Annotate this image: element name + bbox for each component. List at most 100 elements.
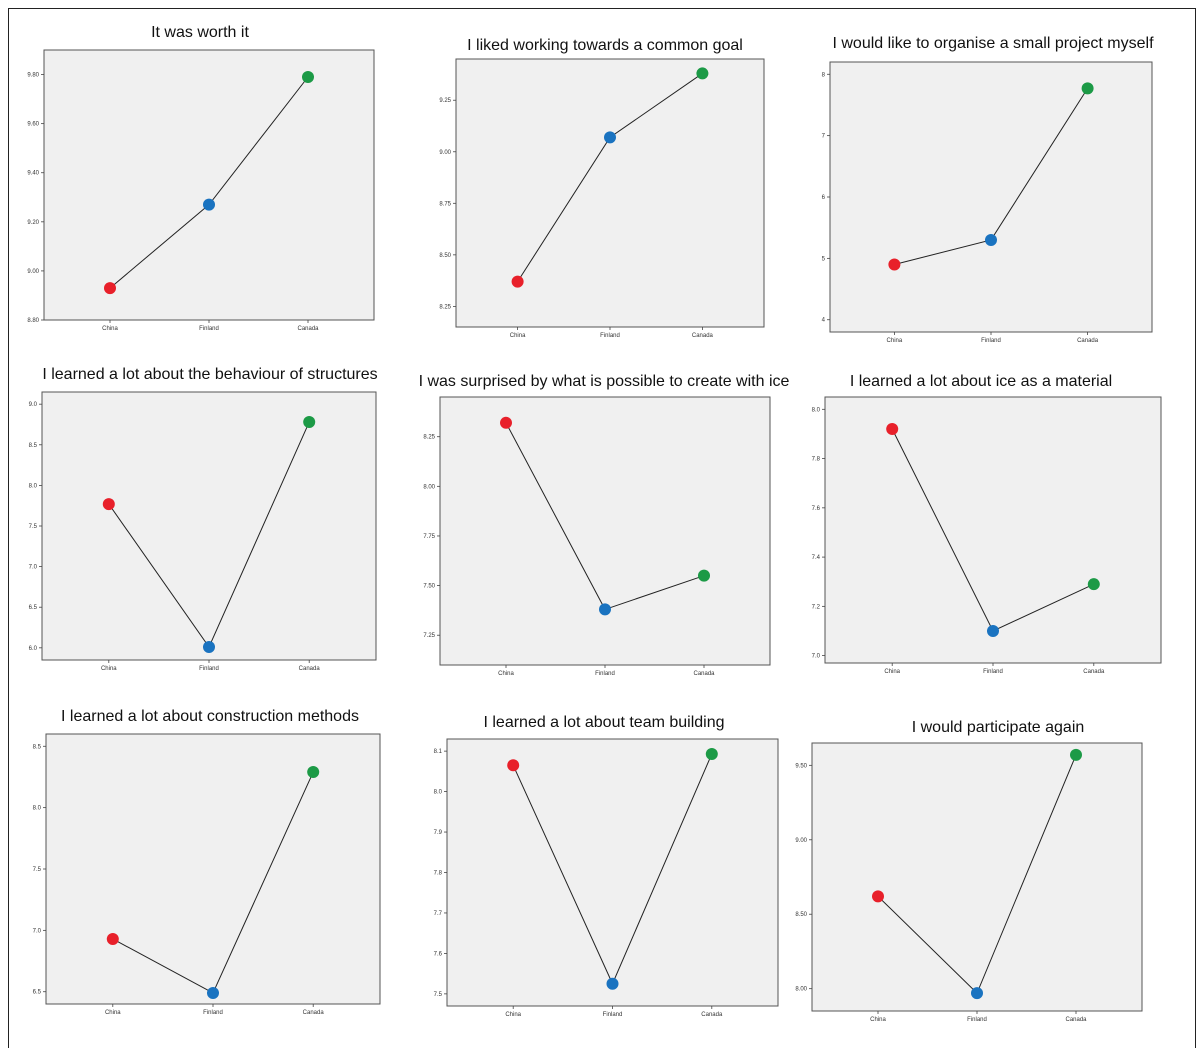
point-china	[104, 282, 116, 295]
x-tick-label: Finland	[981, 338, 1001, 344]
y-tick-label: 7.4	[812, 555, 821, 561]
y-tick-label: 8	[822, 72, 826, 78]
y-tick-label: 8.0	[33, 806, 42, 812]
y-tick-label: 8.00	[423, 484, 435, 490]
x-tick-label: China	[102, 326, 118, 332]
y-tick-label: 9.00	[27, 269, 39, 275]
y-tick-label: 7.7	[434, 911, 443, 917]
x-tick-label: Finland	[600, 333, 620, 339]
x-tick-label: Finland	[595, 671, 615, 677]
x-tick-label: Finland	[199, 666, 219, 672]
y-tick-label: 8.0	[812, 407, 821, 413]
y-tick-label: 8.75	[439, 201, 451, 207]
point-china	[500, 416, 512, 429]
y-tick-label: 5	[822, 256, 826, 262]
point-china	[511, 275, 524, 288]
point-canada	[1070, 748, 1082, 761]
chart-title: I learned a lot about the behaviour of s…	[42, 366, 377, 383]
point-china	[102, 498, 115, 511]
plot-area	[43, 49, 375, 321]
chart-title: I learned a lot about construction metho…	[61, 708, 359, 725]
point-canada	[698, 569, 710, 582]
y-tick-label: 7.50	[423, 584, 435, 590]
point-finland	[599, 603, 611, 616]
plot-area	[829, 61, 1153, 333]
x-tick-label: China	[510, 333, 526, 339]
chart-title: It was worth it	[151, 24, 249, 41]
y-tick-label: 8.25	[439, 304, 451, 310]
plot-area	[824, 396, 1162, 664]
point-canada	[705, 747, 718, 760]
x-tick-label: Finland	[983, 669, 1003, 675]
x-tick-label: Finland	[199, 326, 219, 332]
y-tick-label: 7.5	[33, 867, 42, 873]
chart-title: I learned a lot about team building	[483, 714, 724, 731]
x-tick-label: Canada	[692, 333, 714, 339]
y-tick-label: 9.25	[439, 98, 451, 104]
x-tick-label: Canada	[299, 666, 321, 672]
chart-title: I was surprised by what is possible to c…	[419, 373, 790, 390]
x-tick-label: Canada	[693, 671, 715, 677]
point-finland	[207, 986, 219, 999]
y-tick-label: 7.25	[423, 633, 435, 639]
y-tick-label: 8.0	[29, 483, 38, 489]
plot-area	[439, 396, 771, 666]
y-tick-label: 7.0	[33, 928, 42, 934]
y-tick-label: 7.6	[434, 951, 443, 957]
x-tick-label: China	[884, 669, 900, 675]
y-tick-label: 9.0	[29, 402, 38, 408]
x-tick-label: Finland	[967, 1017, 987, 1023]
point-finland	[604, 131, 616, 144]
point-china	[872, 890, 884, 903]
point-canada	[1081, 82, 1094, 95]
x-tick-label: China	[870, 1017, 886, 1023]
y-tick-label: 9.80	[27, 73, 39, 79]
chart-title: I learned a lot about ice as a material	[850, 373, 1112, 390]
point-canada	[696, 67, 709, 80]
point-canada	[303, 416, 316, 429]
y-tick-label: 8.25	[423, 435, 435, 441]
y-tick-label: 9.60	[27, 122, 39, 128]
point-canada	[307, 766, 320, 779]
chart-title: I would like to organise a small project…	[832, 35, 1154, 52]
y-tick-label: 9.50	[795, 763, 807, 769]
plot-area	[446, 738, 779, 1007]
plot-area	[811, 742, 1143, 1012]
plot-area	[45, 733, 381, 1005]
point-china	[888, 258, 901, 271]
y-tick-label: 8.80	[27, 318, 39, 324]
x-tick-label: Finland	[203, 1010, 223, 1016]
x-tick-label: China	[887, 338, 903, 344]
x-tick-label: Canada	[1077, 338, 1099, 344]
y-tick-label: 7.8	[434, 871, 443, 877]
y-tick-label: 6	[822, 195, 826, 201]
x-tick-label: Finland	[603, 1012, 623, 1018]
y-tick-label: 8.0	[434, 790, 443, 796]
y-tick-label: 7.2	[812, 604, 821, 610]
point-canada	[302, 71, 314, 83]
y-tick-label: 8.00	[795, 987, 807, 993]
point-china	[507, 759, 520, 772]
x-tick-label: Canada	[701, 1012, 723, 1018]
figure-frame	[8, 8, 1196, 1048]
y-tick-label: 7.9	[434, 830, 443, 836]
y-tick-label: 9.40	[27, 171, 39, 177]
x-tick-label: Canada	[297, 326, 319, 332]
point-finland	[606, 977, 619, 990]
point-finland	[203, 198, 215, 211]
y-tick-label: 7	[822, 134, 826, 140]
point-finland	[971, 987, 983, 1000]
y-tick-label: 6.5	[33, 990, 42, 996]
chart-title: I would participate again	[912, 719, 1085, 736]
point-finland	[987, 624, 999, 637]
y-tick-label: 8.5	[33, 744, 42, 750]
point-finland	[985, 233, 997, 246]
